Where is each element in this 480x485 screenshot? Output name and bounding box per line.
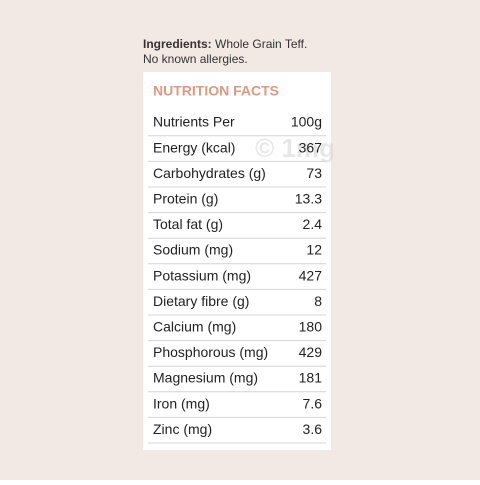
- nutrient-name: Potassium (mg): [153, 267, 251, 283]
- nutrient-name: Carbohydrates (g): [153, 165, 266, 181]
- nutrient-name: Energy (kcal): [153, 139, 235, 155]
- nutrient-name: Phosphorous (mg): [153, 344, 268, 360]
- watermark: © 1mg: [255, 133, 335, 163]
- nutrient-value: 181: [299, 370, 323, 386]
- nutrient-value: 429: [299, 344, 323, 360]
- nutrient-value: 180: [299, 319, 323, 335]
- nutrient-name: Zinc (mg): [153, 421, 212, 437]
- nutrient-name: Magnesium (mg): [153, 370, 258, 386]
- nutrient-value: 367: [299, 139, 323, 155]
- ingredients: Ingredients: Whole Grain Teff.: [143, 37, 307, 51]
- nutrient-value: 427: [299, 267, 323, 283]
- nutrient-name: Iron (mg): [153, 395, 210, 411]
- nutrient-value: 3.6: [303, 421, 323, 437]
- nutrient-name: Sodium (mg): [153, 242, 233, 258]
- nutrient-value: 12: [306, 242, 322, 258]
- nutrient-value: 2.4: [303, 216, 323, 232]
- nutrition-table: Nutrients Per 100g Energy (kcal) 367 Carbohy…: [148, 114, 326, 444]
- nutrient-value: 73: [306, 165, 322, 181]
- allergy-note: No known allergies.: [143, 52, 248, 66]
- ingredients-text: Whole Grain Teff.: [215, 37, 307, 51]
- nutrient-value: 13.3: [295, 191, 322, 207]
- nutrition-title: NUTRITION FACTS: [153, 83, 279, 99]
- nutrient-name: Calcium (mg): [153, 319, 236, 335]
- nutrient-value: 8: [314, 293, 322, 309]
- ingredients-label: Ingredients:: [143, 37, 212, 51]
- nutrient-name: Nutrients Per: [153, 114, 235, 130]
- nutrient-name: Protein (g): [153, 191, 218, 207]
- nutrition-panel: [143, 72, 331, 450]
- nutrient-value: 7.6: [303, 395, 323, 411]
- nutrient-name: Dietary fibre (g): [153, 293, 249, 309]
- nutrient-name: Total fat (g): [153, 216, 223, 232]
- nutrient-value: 100g: [291, 114, 322, 130]
